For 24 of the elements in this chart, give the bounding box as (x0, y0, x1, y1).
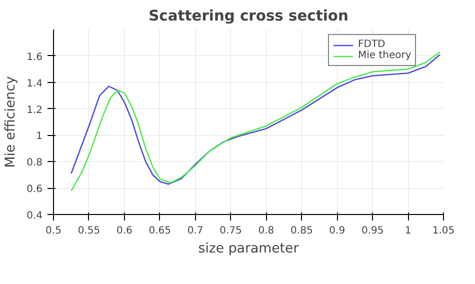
x-tick-label: 0.75 (220, 226, 242, 236)
x-tick-label: 0.7 (187, 226, 204, 236)
legend-label: FDTD (358, 39, 386, 50)
y-tick-label: 1.2 (26, 104, 43, 116)
y-tick-label: 1 (36, 131, 43, 142)
chart-title: Scattering cross section (148, 8, 348, 24)
y-axis-title: Mie efficiency (4, 76, 19, 168)
y-tick-label: 1.4 (26, 78, 43, 90)
x-tick-label: 0.65 (148, 226, 171, 236)
x-tick-label: 1 (404, 226, 412, 236)
x-tick-label: 0.55 (78, 226, 100, 236)
y-tick-label: 0.6 (26, 184, 43, 196)
x-tick-label: 0.8 (258, 226, 274, 236)
x-axis-title: size parameter (198, 242, 300, 256)
x-tick-label: 1.05 (432, 226, 455, 236)
y-tick-label: 0.4 (26, 210, 43, 222)
y-tick-label: 1.6 (26, 52, 43, 63)
x-tick-label: 0.6 (116, 226, 132, 236)
x-tick-label: 0.85 (290, 226, 313, 236)
x-tick-label: 0.5 (46, 226, 62, 236)
y-tick-label: 0.8 (26, 158, 43, 169)
x-tick-label: 0.9 (329, 226, 346, 236)
x-tick-label: 0.95 (361, 226, 384, 236)
legend-label: Mie theory (358, 50, 412, 61)
